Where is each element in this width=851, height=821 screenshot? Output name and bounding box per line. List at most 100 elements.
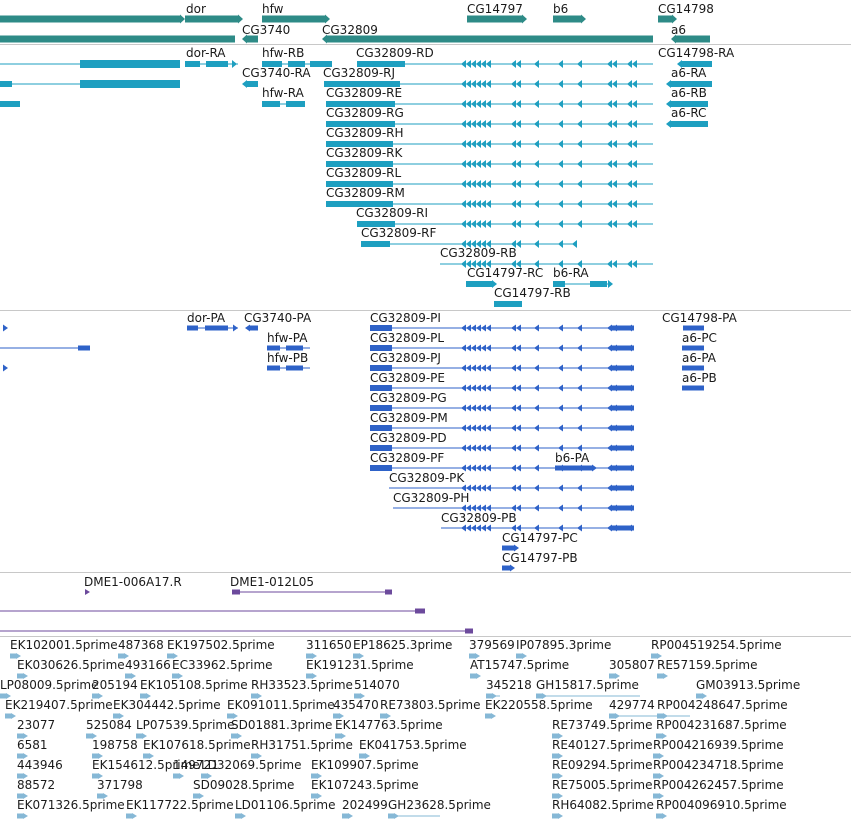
transcript-glyph[interactable] (577, 220, 582, 228)
protein-glyph[interactable] (471, 444, 476, 452)
est-label[interactable]: EK105108.5prime (140, 678, 248, 692)
gene-glyph[interactable] (327, 35, 653, 43)
transcript-glyph[interactable] (612, 140, 617, 148)
est-glyph[interactable] (92, 773, 98, 779)
est-label[interactable]: 435470 (333, 698, 379, 712)
protein-label[interactable]: a6-PA (682, 351, 716, 365)
protein-label[interactable]: CG32809-PM (370, 411, 448, 425)
est-glyph[interactable] (485, 713, 491, 719)
protein-glyph[interactable] (486, 364, 491, 372)
protein-glyph[interactable] (577, 504, 582, 512)
transcript-glyph[interactable] (461, 240, 466, 248)
transcript-glyph[interactable] (481, 160, 486, 168)
protein-glyph[interactable] (370, 465, 392, 471)
est-glyph[interactable] (23, 673, 28, 679)
transcript-glyph[interactable] (511, 220, 516, 228)
est-glyph[interactable] (142, 733, 147, 739)
est-glyph[interactable] (179, 773, 184, 779)
protein-glyph[interactable] (516, 464, 521, 472)
transcript-glyph[interactable] (511, 100, 516, 108)
transcript-glyph[interactable] (671, 101, 708, 107)
transcript-glyph[interactable] (516, 240, 521, 248)
transcript-glyph[interactable] (671, 121, 708, 127)
protein-glyph[interactable] (466, 324, 471, 332)
transcript-glyph[interactable] (516, 120, 521, 128)
protein-glyph[interactable] (534, 384, 539, 392)
protein-glyph[interactable] (558, 344, 563, 352)
transcript-label[interactable]: b6-RA (553, 266, 589, 280)
protein-glyph[interactable] (461, 424, 466, 432)
est-glyph[interactable] (113, 713, 119, 719)
protein-glyph[interactable] (486, 324, 491, 332)
transcript-glyph[interactable] (481, 100, 486, 108)
protein-glyph[interactable] (612, 425, 634, 431)
est-glyph[interactable] (653, 753, 659, 759)
transcript-glyph[interactable] (558, 240, 563, 248)
protein-glyph[interactable] (486, 444, 491, 452)
est-label[interactable]: RE75005.5prime (552, 778, 653, 792)
oligo-glyph[interactable] (85, 589, 90, 595)
transcript-label[interactable]: CG32809-RB (440, 246, 517, 260)
est-label[interactable]: LD01106.5prime (235, 798, 336, 812)
protein-glyph[interactable] (511, 344, 516, 352)
protein-glyph[interactable] (577, 484, 582, 492)
transcript-glyph[interactable] (558, 120, 563, 128)
protein-glyph[interactable] (486, 464, 491, 472)
est-label[interactable]: EK091011.5prime (227, 698, 335, 712)
est-glyph[interactable] (365, 753, 370, 759)
est-glyph[interactable] (92, 733, 97, 739)
transcript-glyph[interactable] (466, 80, 471, 88)
protein-glyph[interactable] (682, 365, 704, 371)
protein-glyph[interactable] (577, 384, 582, 392)
transcript-glyph[interactable] (476, 80, 481, 88)
est-glyph[interactable] (124, 653, 129, 659)
protein-glyph[interactable] (516, 324, 521, 332)
transcript-glyph[interactable] (466, 160, 471, 168)
est-glyph[interactable] (380, 713, 386, 719)
est-glyph[interactable] (125, 673, 131, 679)
protein-glyph[interactable] (534, 524, 539, 532)
est-glyph[interactable] (0, 693, 6, 699)
protein-glyph[interactable] (481, 504, 486, 512)
protein-glyph[interactable] (502, 545, 514, 551)
est-label[interactable]: EK154612.5prime (92, 758, 200, 772)
protein-glyph[interactable] (481, 364, 486, 372)
transcript-glyph[interactable] (511, 140, 516, 148)
transcript-glyph[interactable] (666, 80, 671, 88)
protein-glyph[interactable] (461, 384, 466, 392)
transcript-glyph[interactable] (476, 240, 481, 248)
protein-glyph[interactable] (607, 364, 612, 372)
protein-glyph[interactable] (511, 504, 516, 512)
gene-glyph[interactable] (242, 34, 247, 44)
transcript-glyph[interactable] (632, 140, 637, 148)
est-label[interactable]: RE09294.5prime (552, 758, 653, 772)
protein-glyph[interactable] (466, 484, 471, 492)
transcript-glyph[interactable] (534, 260, 539, 268)
transcript-glyph[interactable] (461, 260, 466, 268)
transcript-glyph[interactable] (577, 60, 582, 68)
gene-glyph[interactable] (238, 14, 243, 24)
protein-glyph[interactable] (476, 324, 481, 332)
transcript-glyph[interactable] (534, 200, 539, 208)
est-label[interactable]: SD01881.3prime (231, 718, 333, 732)
protein-glyph[interactable] (607, 444, 612, 452)
transcript-glyph[interactable] (80, 60, 180, 68)
est-glyph[interactable] (119, 713, 124, 719)
est-glyph[interactable] (17, 773, 23, 779)
transcript-glyph[interactable] (612, 120, 617, 128)
transcript-glyph[interactable] (577, 180, 582, 188)
transcript-glyph[interactable] (627, 220, 632, 228)
est-label[interactable]: 311650 (306, 638, 352, 652)
transcript-glyph[interactable] (511, 240, 516, 248)
transcript-label[interactable]: CG3740-RA (242, 66, 311, 80)
gene-label[interactable]: CG3740 (242, 23, 291, 37)
transcript-glyph[interactable] (627, 80, 632, 88)
protein-glyph[interactable] (516, 524, 521, 532)
transcript-glyph[interactable] (607, 60, 612, 68)
transcript-glyph[interactable] (80, 80, 180, 88)
est-glyph[interactable] (476, 673, 481, 679)
transcript-glyph[interactable] (466, 100, 471, 108)
transcript-glyph[interactable] (516, 260, 521, 268)
protein-glyph[interactable] (476, 504, 481, 512)
protein-glyph[interactable] (534, 464, 539, 472)
